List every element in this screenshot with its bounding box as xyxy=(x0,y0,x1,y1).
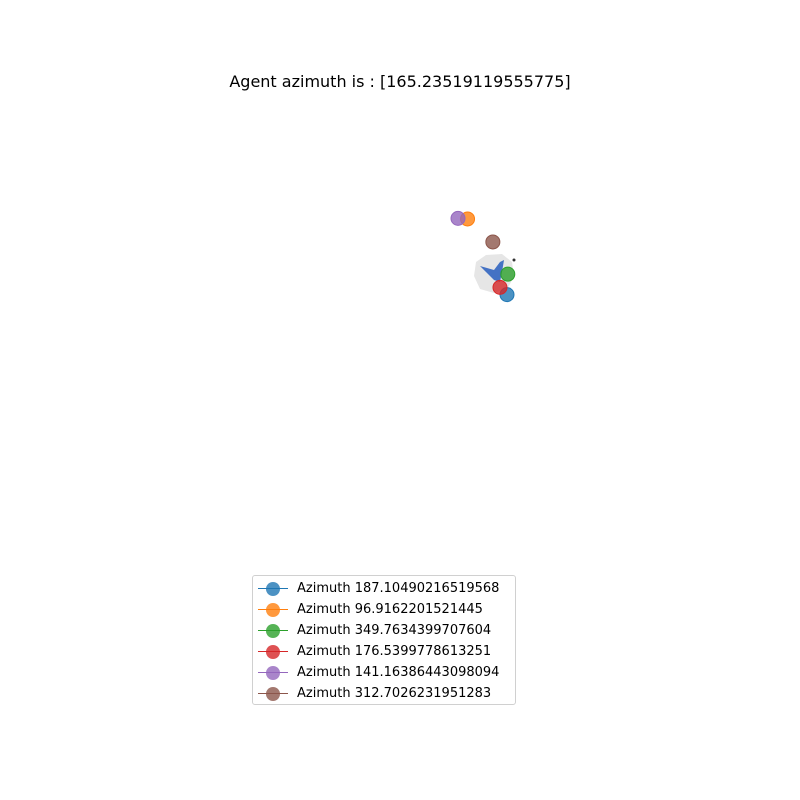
data-points xyxy=(450,210,516,303)
legend-label-0: Azimuth 187.10490216519568 xyxy=(297,581,500,596)
point-series-5 xyxy=(485,234,501,250)
legend-item-4: Azimuth 141.16386443098094 xyxy=(253,662,515,683)
legend-marker-0 xyxy=(258,581,288,596)
legend-item-2: Azimuth 349.7634399707604 xyxy=(253,620,515,641)
point-series-2 xyxy=(500,266,516,282)
legend-marker-3 xyxy=(258,644,288,659)
legend-label-1: Azimuth 96.9162201521445 xyxy=(297,602,483,617)
point-series-4 xyxy=(450,210,466,226)
legend-item-5: Azimuth 312.7026231951283 xyxy=(253,683,515,704)
legend-label-4: Azimuth 141.16386443098094 xyxy=(297,665,500,680)
legend-marker-4 xyxy=(258,665,288,680)
legend-label-5: Azimuth 312.7026231951283 xyxy=(297,686,492,701)
legend-marker-1 xyxy=(258,602,288,617)
legend-item-0: Azimuth 187.10490216519568 xyxy=(253,578,515,599)
legend-item-3: Azimuth 176.5399778613251 xyxy=(253,641,515,662)
legend-item-1: Azimuth 96.9162201521445 xyxy=(253,599,515,620)
legend-marker-2 xyxy=(258,623,288,638)
legend-label-2: Azimuth 349.7634399707604 xyxy=(297,623,492,638)
legend: Azimuth 187.10490216519568 Azimuth 96.916… xyxy=(252,575,516,705)
legend-marker-5 xyxy=(258,686,288,701)
point-series-3 xyxy=(492,279,508,295)
chart-title: Agent azimuth is : [165.23519119555775] xyxy=(229,72,571,91)
legend-label-3: Azimuth 176.5399778613251 xyxy=(297,644,492,659)
